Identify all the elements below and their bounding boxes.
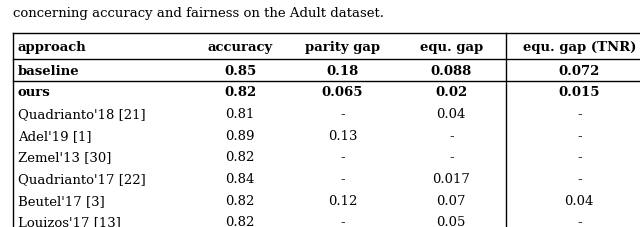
Text: -: - [577, 151, 582, 164]
Text: -: - [340, 215, 345, 227]
Text: -: - [340, 172, 345, 185]
Text: -: - [449, 129, 454, 142]
Text: 0.05: 0.05 [436, 215, 466, 227]
Text: -: - [577, 172, 582, 185]
Text: -: - [340, 108, 345, 121]
Text: concerning accuracy and fairness on the Adult dataset.: concerning accuracy and fairness on the … [13, 7, 384, 20]
Text: 0.84: 0.84 [225, 172, 255, 185]
Text: 0.017: 0.017 [432, 172, 470, 185]
Text: Louizos'17 [13]: Louizos'17 [13] [18, 215, 121, 227]
Text: 0.07: 0.07 [436, 194, 466, 207]
Text: -: - [577, 215, 582, 227]
Text: 0.82: 0.82 [225, 215, 255, 227]
Text: 0.04: 0.04 [564, 194, 594, 207]
Text: 0.82: 0.82 [224, 86, 256, 99]
Text: 0.85: 0.85 [224, 64, 256, 77]
Text: 0.02: 0.02 [435, 86, 467, 99]
Text: Beutel'17 [3]: Beutel'17 [3] [18, 194, 105, 207]
Text: equ. gap (TNR): equ. gap (TNR) [522, 41, 636, 54]
Text: baseline: baseline [18, 64, 79, 77]
Text: -: - [577, 129, 582, 142]
Text: 0.04: 0.04 [436, 108, 466, 121]
Text: 0.89: 0.89 [225, 129, 255, 142]
Text: Quadrianto'18 [21]: Quadrianto'18 [21] [18, 108, 145, 121]
Text: equ. gap: equ. gap [420, 41, 483, 54]
Text: Quadrianto'17 [22]: Quadrianto'17 [22] [18, 172, 146, 185]
Text: approach: approach [18, 41, 86, 54]
Text: 0.13: 0.13 [328, 129, 357, 142]
Text: -: - [449, 151, 454, 164]
Text: 0.12: 0.12 [328, 194, 357, 207]
Text: Zemel'13 [30]: Zemel'13 [30] [18, 151, 111, 164]
Text: 0.065: 0.065 [322, 86, 363, 99]
Text: 0.81: 0.81 [225, 108, 255, 121]
Text: 0.82: 0.82 [225, 151, 255, 164]
Text: parity gap: parity gap [305, 41, 380, 54]
Text: ours: ours [18, 86, 51, 99]
Text: 0.015: 0.015 [559, 86, 600, 99]
Text: 0.072: 0.072 [559, 64, 600, 77]
Text: -: - [577, 108, 582, 121]
Text: 0.18: 0.18 [326, 64, 358, 77]
Text: 0.088: 0.088 [431, 64, 472, 77]
Text: accuracy: accuracy [207, 41, 273, 54]
Text: -: - [340, 151, 345, 164]
Text: Adel'19 [1]: Adel'19 [1] [18, 129, 92, 142]
Text: 0.82: 0.82 [225, 194, 255, 207]
